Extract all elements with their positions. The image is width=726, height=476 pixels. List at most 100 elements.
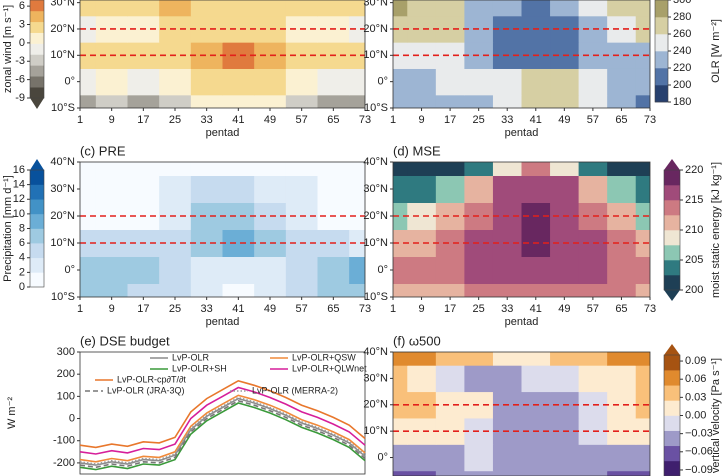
heatmap-cell — [407, 256, 437, 284]
colorbar-tick-label: 200 — [685, 284, 703, 296]
heatmap-cell — [435, 202, 465, 230]
colorbar-tick-label: 260 — [673, 28, 691, 40]
heatmap-cell — [190, 42, 223, 69]
heatmap-cell — [635, 94, 650, 108]
heatmap-cell — [407, 391, 437, 419]
colorbar-band — [30, 170, 44, 185]
heatmap-cell — [607, 0, 637, 17]
x-tick-label: 41 — [232, 114, 244, 126]
colorbar-tick-label: 4 — [19, 252, 25, 264]
heatmap-cell — [285, 256, 318, 284]
heatmap-cell — [407, 94, 437, 108]
heatmap-cell — [285, 68, 318, 96]
heatmap-cell — [464, 352, 494, 366]
heatmap-cell — [521, 283, 551, 297]
heatmap-cell — [607, 162, 637, 176]
colorbar-tick-label: -6 — [15, 74, 25, 86]
colorbar-band — [664, 445, 680, 462]
heatmap-cell — [464, 256, 494, 284]
heatmap-cell — [635, 391, 650, 419]
heatmap-cell — [550, 283, 580, 297]
heatmap-cell — [349, 94, 365, 108]
heatmap-cell — [578, 352, 608, 366]
heatmap-cell — [607, 202, 637, 230]
x-tick-label: 33 — [501, 114, 513, 126]
plot-frame — [392, 351, 651, 476]
heatmap-cell — [393, 283, 408, 297]
heatmap-cell — [635, 470, 650, 476]
heatmap-cell — [80, 42, 97, 69]
colorbar-band — [30, 257, 44, 273]
x-tick-label: 65 — [615, 114, 627, 126]
heatmap-cell — [635, 352, 650, 366]
heatmap-cell — [435, 68, 465, 96]
heatmap-cell — [317, 162, 350, 176]
heatmap-cell — [159, 175, 192, 203]
heatmap-cell — [521, 352, 551, 366]
colorbar-band — [664, 230, 680, 246]
colorbar-band — [655, 51, 668, 69]
y-tick-label: 10°N — [363, 237, 388, 249]
heatmap-cell — [550, 0, 580, 17]
heatmap-cell — [159, 94, 192, 108]
colorbar-tick-label: 0 — [19, 37, 25, 49]
y-tick-label: 0° — [64, 264, 75, 276]
heatmap-cell — [635, 444, 650, 472]
series-line — [79, 397, 366, 466]
heatmap-cell — [435, 283, 465, 297]
heatmap-cell — [435, 352, 465, 366]
series-line — [79, 379, 366, 449]
y-tick-label: 0° — [377, 264, 388, 276]
heatmap-cell — [95, 175, 128, 203]
heatmap-cell — [607, 94, 637, 108]
y-tick-label: 30°N — [363, 372, 388, 384]
heatmap-cell — [578, 256, 608, 284]
heatmap-cell — [190, 283, 223, 297]
plot-frame — [392, 161, 651, 298]
heatmap-cell — [317, 94, 350, 108]
heatmap-cells — [393, 0, 650, 108]
colorbar-band — [30, 21, 44, 33]
y-tick-label: 40°N — [363, 156, 388, 168]
series-line — [79, 394, 366, 463]
heatmap-cell — [607, 15, 637, 43]
heatmap-cell — [285, 283, 318, 297]
heatmap-cell — [80, 283, 97, 297]
y-tick-label: 10°S — [364, 102, 388, 114]
colorbar-tick-label: 220 — [673, 62, 691, 74]
heatmap-cell — [607, 352, 637, 366]
colorbar-tick-label: 8 — [19, 222, 25, 234]
heatmap-cell — [407, 162, 437, 176]
heatmap-cells — [393, 162, 650, 297]
x-tick-label: 73 — [359, 114, 371, 126]
heatmap-cell — [393, 352, 408, 366]
x-tick-label: 25 — [169, 114, 181, 126]
plot-frame — [392, 0, 651, 109]
x-tick-label: 33 — [501, 303, 513, 315]
y-tick-label: 20°N — [363, 399, 388, 411]
heatmap-cell — [407, 417, 437, 445]
x-tick-label: 41 — [530, 303, 542, 315]
heatmap-cell — [222, 256, 255, 284]
colorbar-label: Precipitation [mm d⁻¹] — [2, 175, 14, 282]
x-axis-label: pentad — [206, 316, 240, 328]
y-tick-label: 0° — [377, 451, 388, 463]
colorbar-tick-label: 12 — [13, 193, 25, 205]
heatmap-cell — [190, 202, 223, 230]
colorbar-band — [664, 185, 680, 201]
heatmap-cell — [492, 470, 522, 476]
y-tick-label: 10°S — [364, 291, 388, 303]
heatmap-cell — [127, 283, 160, 297]
heatmap-cell — [317, 283, 350, 297]
heatmap-cell — [550, 352, 580, 366]
heatmap-cell — [635, 365, 650, 393]
heatmap-cell — [464, 94, 494, 108]
y-tick-label: 0° — [377, 76, 388, 88]
y-tick-label: 10°S — [51, 291, 75, 303]
heatmap-cell — [521, 444, 551, 472]
y-axis-label: W m⁻² — [6, 397, 18, 429]
x-tick-label: 33 — [201, 114, 213, 126]
colorbar-band — [30, 243, 44, 259]
heatmap-cell — [393, 256, 408, 284]
